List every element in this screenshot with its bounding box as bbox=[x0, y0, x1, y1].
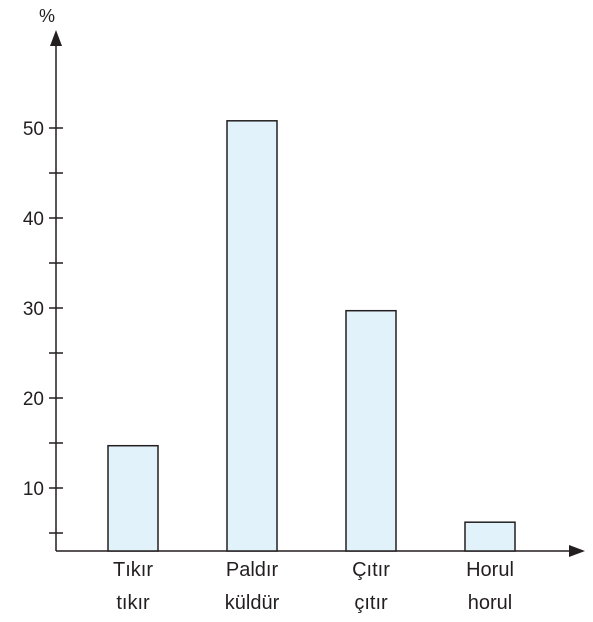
category-label: Çıtır bbox=[352, 559, 390, 581]
category-label: horul bbox=[468, 592, 512, 614]
y-tick-label: 30 bbox=[23, 299, 44, 320]
y-axis-unit-label: % bbox=[39, 6, 55, 26]
y-tick-label: 40 bbox=[23, 209, 44, 230]
x-axis-arrow bbox=[569, 545, 585, 557]
category-label: Tıkır bbox=[113, 559, 153, 581]
bars bbox=[107, 120, 516, 552]
bar bbox=[464, 521, 516, 552]
y-tick-label: 20 bbox=[23, 389, 44, 410]
bar bbox=[107, 444, 159, 552]
category-label: çıtır bbox=[354, 592, 388, 614]
y-tick-label: 50 bbox=[23, 119, 44, 140]
labels: % 10 20 30 40 50 Tıkır tıkır Paldır küldür Çıtır çı… bbox=[23, 6, 514, 614]
bar bbox=[345, 309, 397, 552]
category-label: tıkır bbox=[116, 592, 150, 614]
y-axis-arrow bbox=[50, 30, 62, 46]
category-label: küldür bbox=[225, 592, 280, 614]
y-tick-label: 10 bbox=[23, 479, 44, 500]
category-label: Horul bbox=[466, 559, 514, 581]
category-label: Paldır bbox=[226, 559, 279, 581]
bar bbox=[226, 120, 278, 552]
